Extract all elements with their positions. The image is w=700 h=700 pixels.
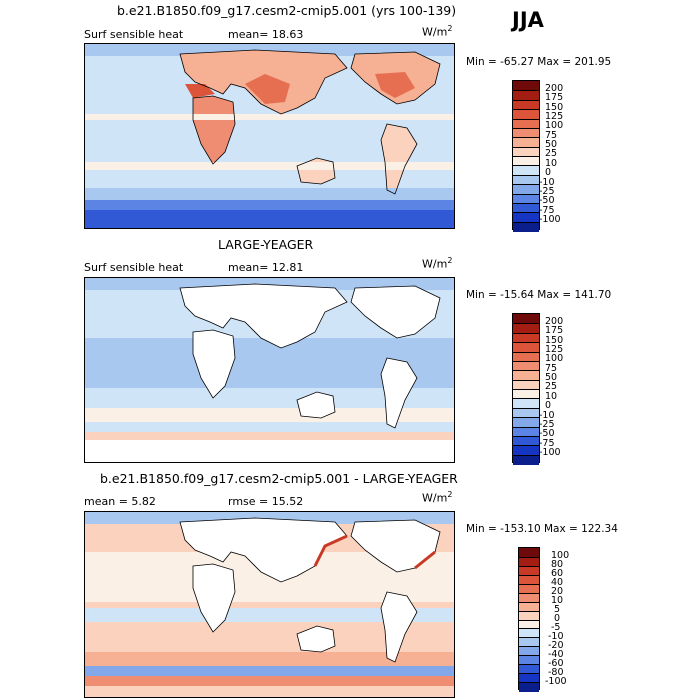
season-label: JJA xyxy=(512,8,544,32)
panel-1-colorbar xyxy=(512,80,540,232)
cb2-label: -25 xyxy=(539,419,555,430)
cb3-label: -80 xyxy=(548,667,564,678)
cb3-label: 100 xyxy=(551,550,570,561)
cb1-label: 175 xyxy=(545,92,564,103)
panel-3-colorbar xyxy=(518,547,540,692)
cb2-label: 100 xyxy=(545,353,564,364)
cb3-label: -100 xyxy=(545,676,567,687)
cb2-label: 50 xyxy=(545,372,558,383)
panel-1-minmax: Min = -65.27 Max = 201.95 xyxy=(466,56,612,68)
cb2-label: 75 xyxy=(545,363,558,374)
panel-3-rmse: rmse = 15.52 xyxy=(228,495,304,508)
panel-2-title: LARGE-YEAGER xyxy=(218,237,314,252)
cb2-label: -50 xyxy=(539,428,555,439)
cb1-label: 10 xyxy=(545,158,558,169)
panel-3-mean: mean = 5.82 xyxy=(84,495,156,508)
cb1-label: 100 xyxy=(545,120,564,131)
cb2-label: 125 xyxy=(545,344,564,355)
cb2-label: -75 xyxy=(539,438,555,449)
cb1-label: -75 xyxy=(539,205,555,216)
panel-2-mean: mean= 12.81 xyxy=(228,261,304,274)
panel-2-minmax: Min = -15.64 Max = 141.70 xyxy=(466,289,612,301)
cb2-label: 150 xyxy=(545,335,564,346)
cb1-label: 200 xyxy=(545,83,564,94)
cb2-label: 200 xyxy=(545,316,564,327)
cb3-label: -40 xyxy=(548,649,564,660)
cb1-label: 50 xyxy=(545,139,558,150)
cb2-label: 25 xyxy=(545,381,558,392)
panel-3-title: b.e21.B1850.f09_g17.cesm2-cmip5.001 - LA… xyxy=(100,471,458,486)
cb3-label: -10 xyxy=(548,631,564,642)
panel-3-map xyxy=(84,511,455,698)
panel-1-map xyxy=(84,43,455,229)
panel-2-variable-label: Surf sensible heat xyxy=(84,261,184,274)
panel-3-units: W/m2 xyxy=(422,490,453,505)
cb1-label: 75 xyxy=(545,130,558,141)
cb2-label: 10 xyxy=(545,391,558,402)
panel-2-map xyxy=(84,277,455,463)
panel-1-units: W/m2 xyxy=(422,24,453,39)
cb1-label: 25 xyxy=(545,148,558,159)
cb3-label: 0 xyxy=(554,613,561,624)
cb2-label: 0 xyxy=(545,400,552,411)
cb3-label: -5 xyxy=(551,622,561,633)
panel-1-mean: mean= 18.63 xyxy=(228,28,304,41)
cb3-label: -20 xyxy=(548,640,564,651)
panel-1-variable-label: Surf sensible heat xyxy=(84,28,184,41)
cb3-label: 60 xyxy=(551,568,564,579)
cb1-label: 0 xyxy=(545,167,552,178)
cb3-label: 20 xyxy=(551,586,564,597)
cb1-label: -25 xyxy=(539,186,555,197)
cb3-label: 40 xyxy=(551,577,564,588)
cb3-label: 5 xyxy=(554,604,561,615)
cb1-label: 150 xyxy=(545,102,564,113)
cb1-label: -100 xyxy=(539,214,561,225)
cb3-label: 80 xyxy=(551,559,564,570)
panel-2-colorbar xyxy=(512,313,540,465)
cb2-label: 175 xyxy=(545,325,564,336)
cb1-label: -10 xyxy=(539,177,555,188)
panel-1-title: b.e21.B1850.f09_g17.cesm2-cmip5.001 (yrs… xyxy=(117,3,457,18)
panel-3-minmax: Min = -153.10 Max = 122.34 xyxy=(466,523,618,535)
panel-2-units: W/m2 xyxy=(422,256,453,271)
cb1-label: 125 xyxy=(545,111,564,122)
cb2-label: -100 xyxy=(539,447,561,458)
cb1-label: -50 xyxy=(539,195,555,206)
cb3-label: 10 xyxy=(551,595,564,606)
cb3-label: -60 xyxy=(548,658,564,669)
cb2-label: -10 xyxy=(539,410,555,421)
